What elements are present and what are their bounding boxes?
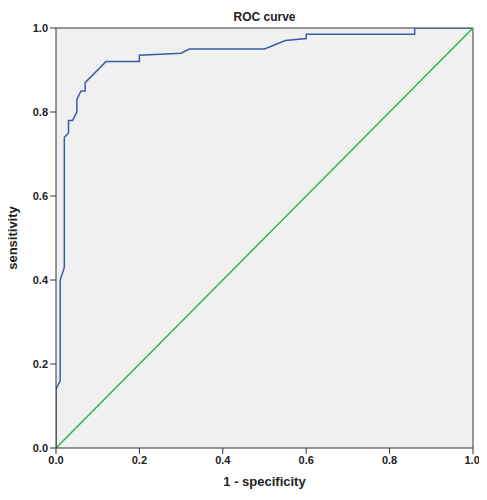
svg-text:0.0: 0.0 — [33, 442, 48, 454]
svg-text:0.2: 0.2 — [33, 358, 48, 370]
svg-text:0.4: 0.4 — [33, 274, 49, 286]
html-text:ROC curve: ROC curve — [233, 10, 296, 24]
svg-text:0.6: 0.6 — [33, 190, 48, 202]
svg-text:0.8: 0.8 — [382, 454, 397, 466]
svg-text:1.0: 1.0 — [464, 454, 479, 466]
svg-text:1 - specificity: 1 - specificity — [223, 474, 306, 489]
svg-text:0.2: 0.2 — [132, 454, 147, 466]
svg-text:1.0: 1.0 — [33, 22, 48, 34]
svg-text:0.4: 0.4 — [215, 454, 231, 466]
svg-text:0.6: 0.6 — [299, 454, 314, 466]
svg-text:0.0: 0.0 — [48, 454, 63, 466]
svg-text:sensitivity: sensitivity — [8, 205, 20, 269]
svg-text:0.8: 0.8 — [33, 106, 48, 118]
